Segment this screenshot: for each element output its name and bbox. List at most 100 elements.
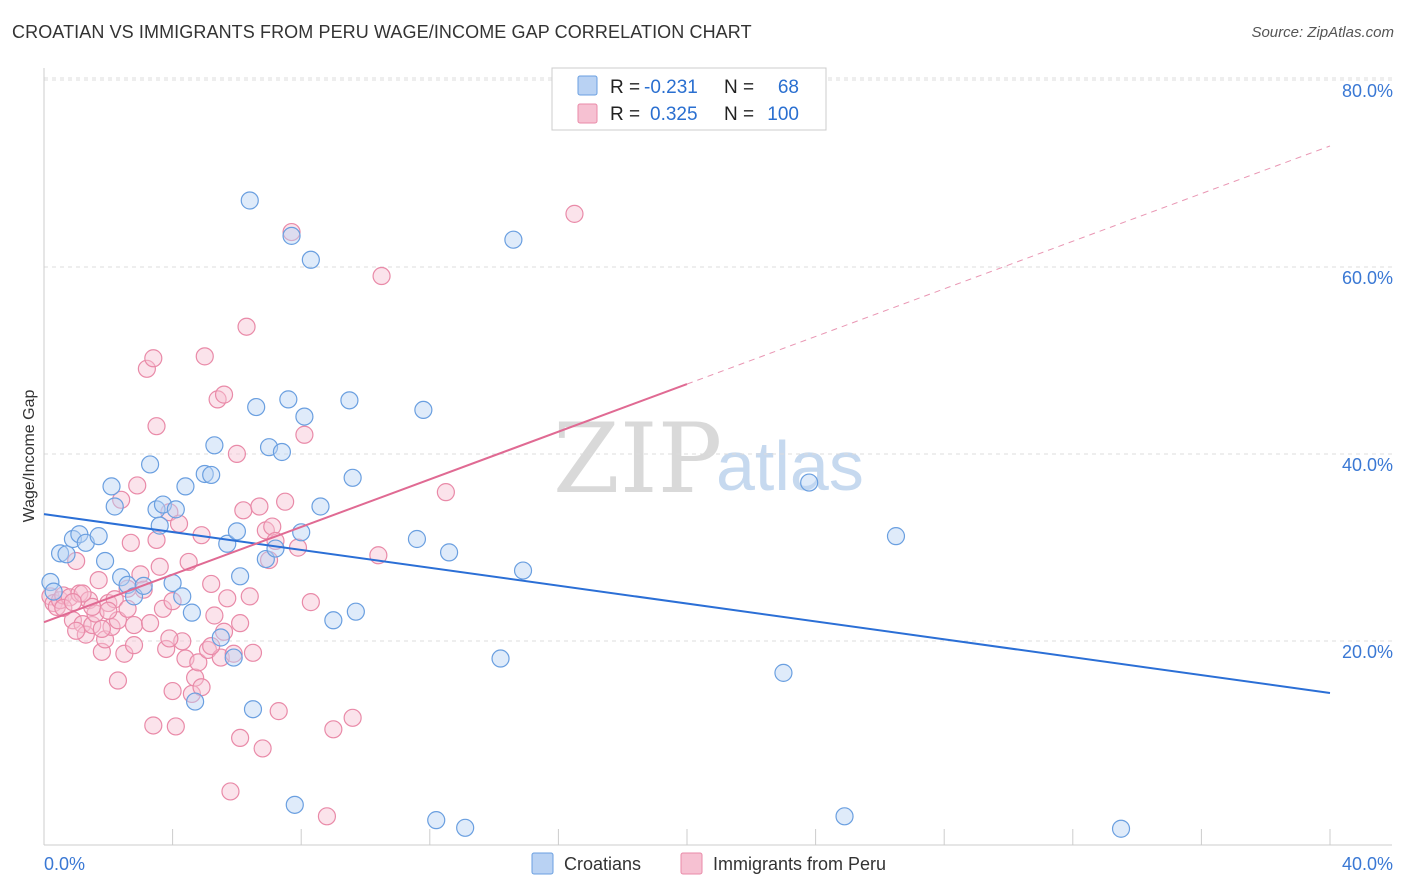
croatian-point xyxy=(173,587,192,606)
croatian-point xyxy=(105,497,124,516)
peru-point xyxy=(121,533,140,552)
peru-point xyxy=(195,347,214,366)
series-immigrants-from-peru xyxy=(41,204,584,826)
peru-point xyxy=(269,702,288,721)
peru-point xyxy=(231,728,250,748)
peru-point xyxy=(83,615,102,635)
croatian-point xyxy=(227,522,246,541)
peru-point xyxy=(67,551,86,571)
y-axis-title: Wage/Income Gap xyxy=(21,390,38,523)
croatian-point xyxy=(282,226,301,245)
peru-point xyxy=(565,204,584,223)
legend-swatch-peru xyxy=(577,103,598,124)
peru-point xyxy=(124,615,144,635)
peru-point xyxy=(240,587,259,606)
legend-n-label: N = xyxy=(724,77,754,98)
peru-point xyxy=(163,592,182,611)
croatian-point xyxy=(186,692,205,711)
peru-point xyxy=(221,782,240,801)
peru-point xyxy=(67,621,86,640)
x-tick-label: 0.0% xyxy=(44,854,85,874)
peru-point xyxy=(147,530,166,550)
x-tick-label: 40.0% xyxy=(1342,854,1393,874)
croatian-point xyxy=(343,468,362,487)
croatian-point xyxy=(182,603,201,622)
croatian-point xyxy=(1111,819,1131,838)
croatian-point xyxy=(407,529,427,549)
y-tick-label: 40.0% xyxy=(1342,455,1393,475)
peru-point xyxy=(63,593,83,612)
chart-source: Source: ZipAtlas.com xyxy=(1251,24,1394,41)
croatian-point xyxy=(195,464,214,484)
croatian-point xyxy=(774,663,793,682)
croatian-point xyxy=(414,400,433,420)
peru-point xyxy=(144,349,163,368)
peru-point xyxy=(186,668,205,687)
legend-r-value: -0.231 xyxy=(644,77,698,98)
croatian-point xyxy=(89,527,108,546)
croatian-point xyxy=(102,477,121,496)
y-tick-label: 60.0% xyxy=(1342,268,1393,288)
croatian-point xyxy=(504,230,523,249)
croatian-point xyxy=(427,811,446,830)
peru-point xyxy=(150,557,169,576)
croatians-trend-line xyxy=(43,513,1331,694)
correlation-legend: R = -0.231 N = 68 R = 0.325 N = 100 xyxy=(551,67,827,131)
croatian-point xyxy=(324,611,343,630)
legend-box xyxy=(551,67,827,131)
peru-trend-line xyxy=(43,383,688,624)
croatian-point xyxy=(886,527,906,546)
peru-point xyxy=(166,717,185,736)
croatian-point xyxy=(211,628,230,647)
peru-point xyxy=(128,476,147,495)
croatian-point xyxy=(50,544,70,563)
peru-point xyxy=(250,497,269,516)
peru-point xyxy=(108,671,128,690)
croatian-point xyxy=(176,477,195,496)
croatian-point xyxy=(140,455,160,474)
y-tick-labels: 20.0% 40.0% 60.0% 80.0% xyxy=(1342,81,1393,662)
peru-point xyxy=(372,266,391,286)
croatian-point xyxy=(57,545,76,564)
bottom-legend-swatch-croatians xyxy=(531,852,554,875)
peru-point xyxy=(112,490,131,509)
peru-point xyxy=(231,614,250,633)
legend-r-label: R = xyxy=(610,77,640,98)
croatian-point xyxy=(240,191,259,210)
peru-point xyxy=(160,629,179,648)
croatian-point xyxy=(202,465,221,485)
croatian-point xyxy=(247,397,266,417)
y-tick-label: 80.0% xyxy=(1342,81,1393,101)
peru-point xyxy=(76,625,95,644)
peru-point xyxy=(54,586,73,605)
series-croatians xyxy=(41,191,1131,838)
peru-point xyxy=(436,483,455,502)
peru-point xyxy=(317,807,337,826)
x-tick-labels: 0.0% 40.0% xyxy=(44,854,1393,874)
peru-point xyxy=(153,599,173,618)
peru-point xyxy=(54,598,73,617)
croatian-point xyxy=(279,390,298,409)
trend-lines xyxy=(43,145,1331,694)
croatian-point xyxy=(340,391,359,410)
legend-n-value: 100 xyxy=(767,104,799,125)
bottom-legend-swatch-peru xyxy=(680,852,703,875)
peru-trend-line-extension xyxy=(686,145,1331,385)
croatian-point xyxy=(295,407,314,426)
bottom-legend-peru: Immigrants from Peru xyxy=(713,854,886,874)
y-tick-label: 20.0% xyxy=(1342,642,1393,662)
peru-point xyxy=(157,639,176,659)
peru-point xyxy=(234,501,253,520)
watermark: ZIP atlas xyxy=(553,403,864,515)
peru-point xyxy=(214,385,234,404)
peru-point xyxy=(214,622,234,641)
croatian-point xyxy=(346,602,365,621)
bottom-legend: Croatians Immigrants from Peru xyxy=(531,852,886,875)
croatian-point xyxy=(439,543,459,562)
peru-point xyxy=(144,716,163,735)
croatian-point xyxy=(513,561,533,580)
croatian-point xyxy=(205,436,224,455)
peru-point xyxy=(92,619,111,638)
